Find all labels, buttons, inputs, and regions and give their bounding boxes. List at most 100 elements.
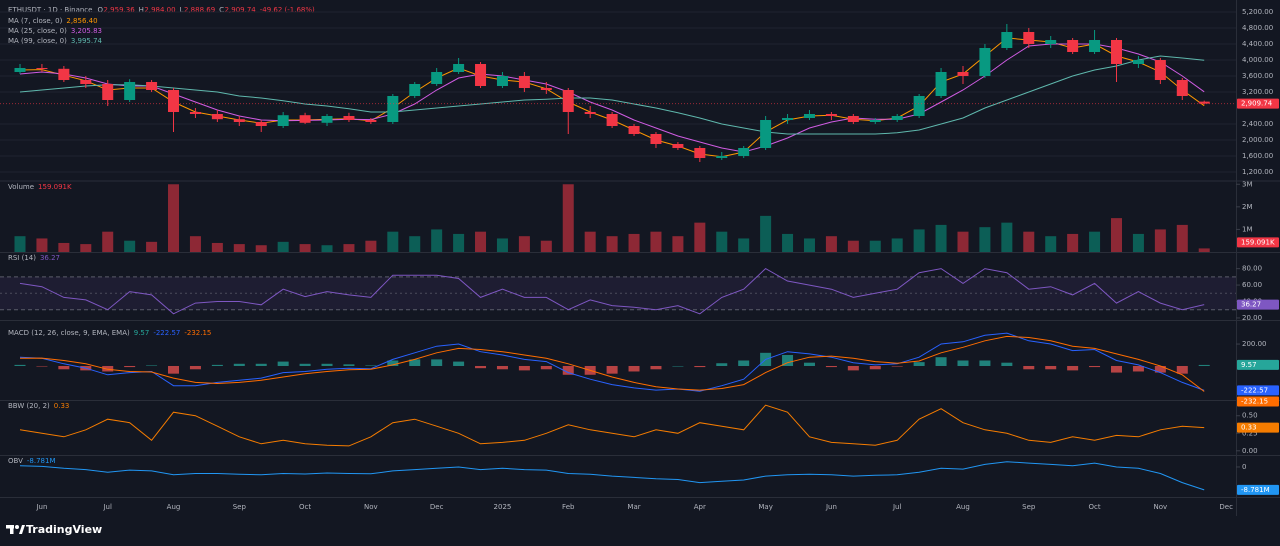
y-tick-label: 2,000.00 [1242,136,1273,144]
candle-body [760,120,772,148]
y-tick-label: 60.00 [1242,281,1262,289]
histogram-bar [518,365,530,371]
volume-bar [891,238,903,252]
histogram-bar [891,365,903,367]
volume-bar [277,241,289,252]
volume-bar [321,245,333,252]
x-tick-label: Jun [825,503,837,511]
brand[interactable]: TradingView [26,523,102,536]
histogram-bar [211,364,223,366]
y-tick-label: 80.00 [1242,265,1262,273]
candle-body [672,144,684,148]
volume-bar [1067,233,1079,252]
volume-bar [80,244,92,252]
histogram-bar [1198,364,1210,366]
y-tick-label: 2,400.00 [1242,120,1273,128]
candle-body [1023,32,1035,44]
y-tick-label: 3M [1242,180,1253,188]
indicator-line [19,404,1205,447]
histogram-bar [36,365,48,367]
histogram-bar [124,365,136,368]
x-tick-label: Aug [956,503,970,511]
volume-bar [738,238,750,252]
candle-body [562,90,574,112]
x-tick-label: 2025 [494,503,512,511]
value-box-label: 0.33 [1241,424,1257,432]
legend-value: 0.33 [54,402,70,410]
legend-value: -8.781M [27,457,56,465]
x-tick-label: Jul [102,503,112,511]
histogram-bar [255,363,267,366]
histogram-bar [1023,365,1035,370]
candle-body [716,156,728,158]
volume-bar [650,231,662,252]
histogram-bar [913,362,925,366]
candle-body [650,134,662,144]
candle-body [409,84,421,96]
value-box [1237,396,1279,407]
value-box [1237,299,1279,310]
pane-title: Volume [8,183,34,191]
histogram-bar [189,365,201,370]
candle-body [606,114,618,126]
logo [6,525,25,534]
candle-body [211,114,223,120]
volume-bar [189,236,201,252]
volume-bar [957,231,969,252]
histogram-bar [606,365,618,374]
value-box-label: 36.27 [1241,301,1261,309]
ohlc-value: 2,984.00 [144,6,175,14]
histogram-bar [343,364,355,366]
candle-body [825,114,837,116]
histogram-bar [1089,365,1101,368]
volume-bar [1001,222,1013,252]
y-tick-label: 4,800.00 [1242,24,1273,32]
volume-bar [431,229,443,252]
histogram-bar [1067,365,1079,371]
candle-body [453,64,465,72]
candle-body [475,64,487,86]
ohlc-key: C [219,6,224,14]
y-tick-label: 0 [1242,463,1246,471]
candle-body [869,120,881,122]
ohlc-key: O [97,6,103,14]
histogram-bar [146,365,158,366]
value-box-label: -222.57 [1241,386,1268,394]
value-box-label: 159.091K [1241,238,1275,246]
value-box [1237,237,1279,248]
histogram-bar [299,363,311,366]
pane-title: OBV [8,457,23,465]
value-box [1237,359,1279,370]
pane-title: RSI (14) [8,254,36,262]
candle-body [1067,40,1079,52]
volume-bar [760,215,772,252]
candle-body [957,72,969,76]
histogram-bar [738,360,750,366]
volume-bar [518,236,530,252]
value-box [1237,422,1279,433]
candle-body [1198,101,1210,104]
x-tick-label: Oct [299,503,311,511]
x-tick-label: Sep [233,503,247,511]
legend-value: -222.57 [153,329,180,337]
histogram-bar [562,365,574,375]
y-tick-label: 1M [1242,225,1253,233]
x-tick-label: May [758,503,772,511]
header: ETHUSDT · 1D · Binance O 2,959.36 H 2,984.0… [8,6,315,14]
histogram-bar [935,357,947,366]
volume-bar [825,236,837,252]
candle-body [518,76,530,88]
candle-body [738,148,750,156]
value-box-label: -8.781M [1241,486,1270,494]
histogram-bar [782,355,794,366]
candle-body [1132,60,1144,64]
candle-body [189,112,201,114]
candle-body [36,68,48,69]
value-box [1237,98,1279,109]
x-tick-label: Apr [694,503,706,511]
x-tick-label: Feb [562,503,575,511]
volume-bar [255,245,267,252]
histogram-bar [825,365,837,368]
histogram-bar [672,365,684,367]
candle-body [1154,60,1166,80]
